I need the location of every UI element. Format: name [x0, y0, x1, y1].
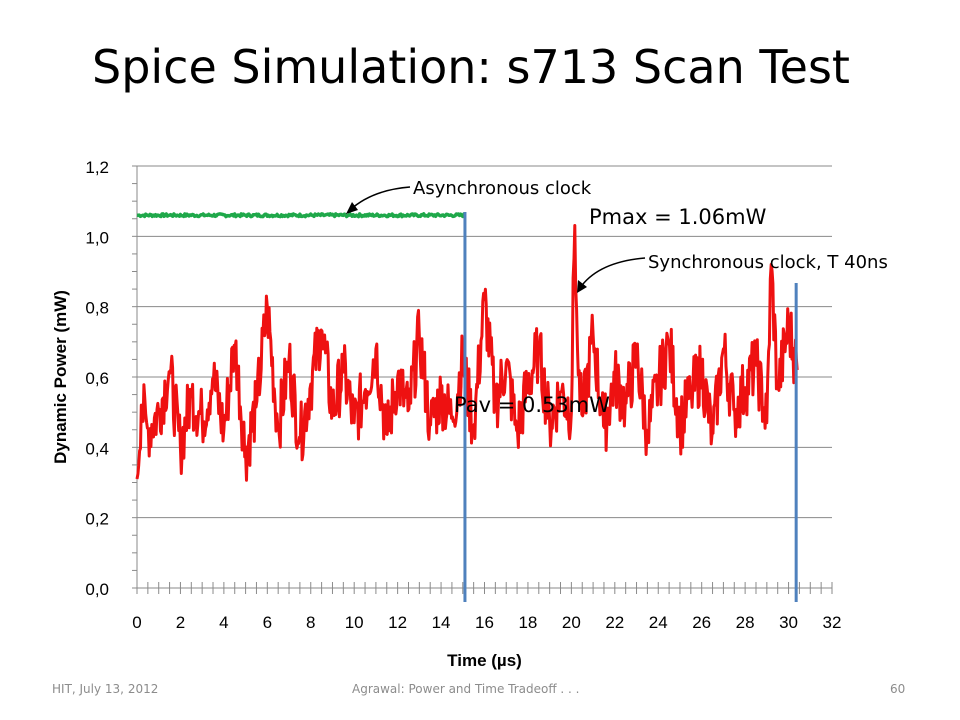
slide-title: Spice Simulation: s713 Scan Test	[92, 40, 850, 94]
x-tick-label: 0	[132, 613, 141, 632]
sync-clock-line	[135, 224, 799, 482]
x-tick-label: 20	[562, 613, 581, 632]
y-tick-label: 1,0	[85, 228, 109, 247]
annotation-sync-clock: Synchronous clock, T 40ns	[648, 252, 888, 273]
async-clock-line	[136, 212, 467, 219]
y-tick-label: 0,6	[85, 369, 109, 388]
y-tick-label: 0,0	[85, 580, 109, 599]
x-tick-label: 22	[605, 613, 624, 632]
y-tick-label: 0,8	[85, 299, 109, 318]
x-tick-label: 18	[518, 613, 537, 632]
x-tick-label: 32	[823, 613, 842, 632]
annotation-async-clock: Asynchronous clock	[413, 178, 592, 199]
sync-arrow	[579, 257, 646, 289]
x-tick-label: 16	[475, 613, 494, 632]
footer-center: Agrawal: Power and Time Tradeoff . . .	[352, 682, 580, 696]
annotation-pmax: Pmax = 1.06mW	[589, 205, 767, 229]
x-tick-label: 28	[736, 613, 755, 632]
y-tick-label: 0,4	[85, 439, 109, 458]
y-tick-label: 0,2	[85, 510, 109, 529]
y-axis-title: Dynamic Power (mW)	[51, 290, 70, 464]
x-axis-title: Time (µs)	[447, 651, 522, 670]
page-number: 60	[890, 682, 906, 696]
grid-lines	[137, 165, 832, 519]
x-tick-label: 30	[779, 613, 798, 632]
async-arrow	[349, 186, 411, 211]
x-tick-label: 12	[388, 613, 407, 632]
annotations: Asynchronous clock Pmax = 1.06mW Synchrono…	[346, 178, 888, 417]
series-lines	[135, 212, 799, 482]
x-tick-label: 14	[432, 613, 451, 632]
y-tick-label: 1,2	[85, 158, 109, 177]
x-tick-label: 8	[306, 613, 315, 632]
sync-arrowhead	[577, 280, 587, 293]
x-tick-label: 10	[345, 613, 364, 632]
annotation-pav: Pav = 0.53mW	[454, 393, 610, 417]
axes: 0,00,20,40,60,81,01,20 2 4 6 8 10 12 14 16 18 20 22…	[51, 158, 841, 670]
x-tick-label: 4	[219, 613, 228, 632]
footer-left: HIT, July 13, 2012	[52, 682, 159, 696]
x-tick-label: 26	[692, 613, 711, 632]
async-arrowhead	[346, 202, 358, 214]
x-tick-label: 2	[176, 613, 185, 632]
clock-end-markers	[463, 212, 798, 602]
x-tick-label: 6	[263, 613, 272, 632]
x-tick-label: 24	[649, 613, 668, 632]
